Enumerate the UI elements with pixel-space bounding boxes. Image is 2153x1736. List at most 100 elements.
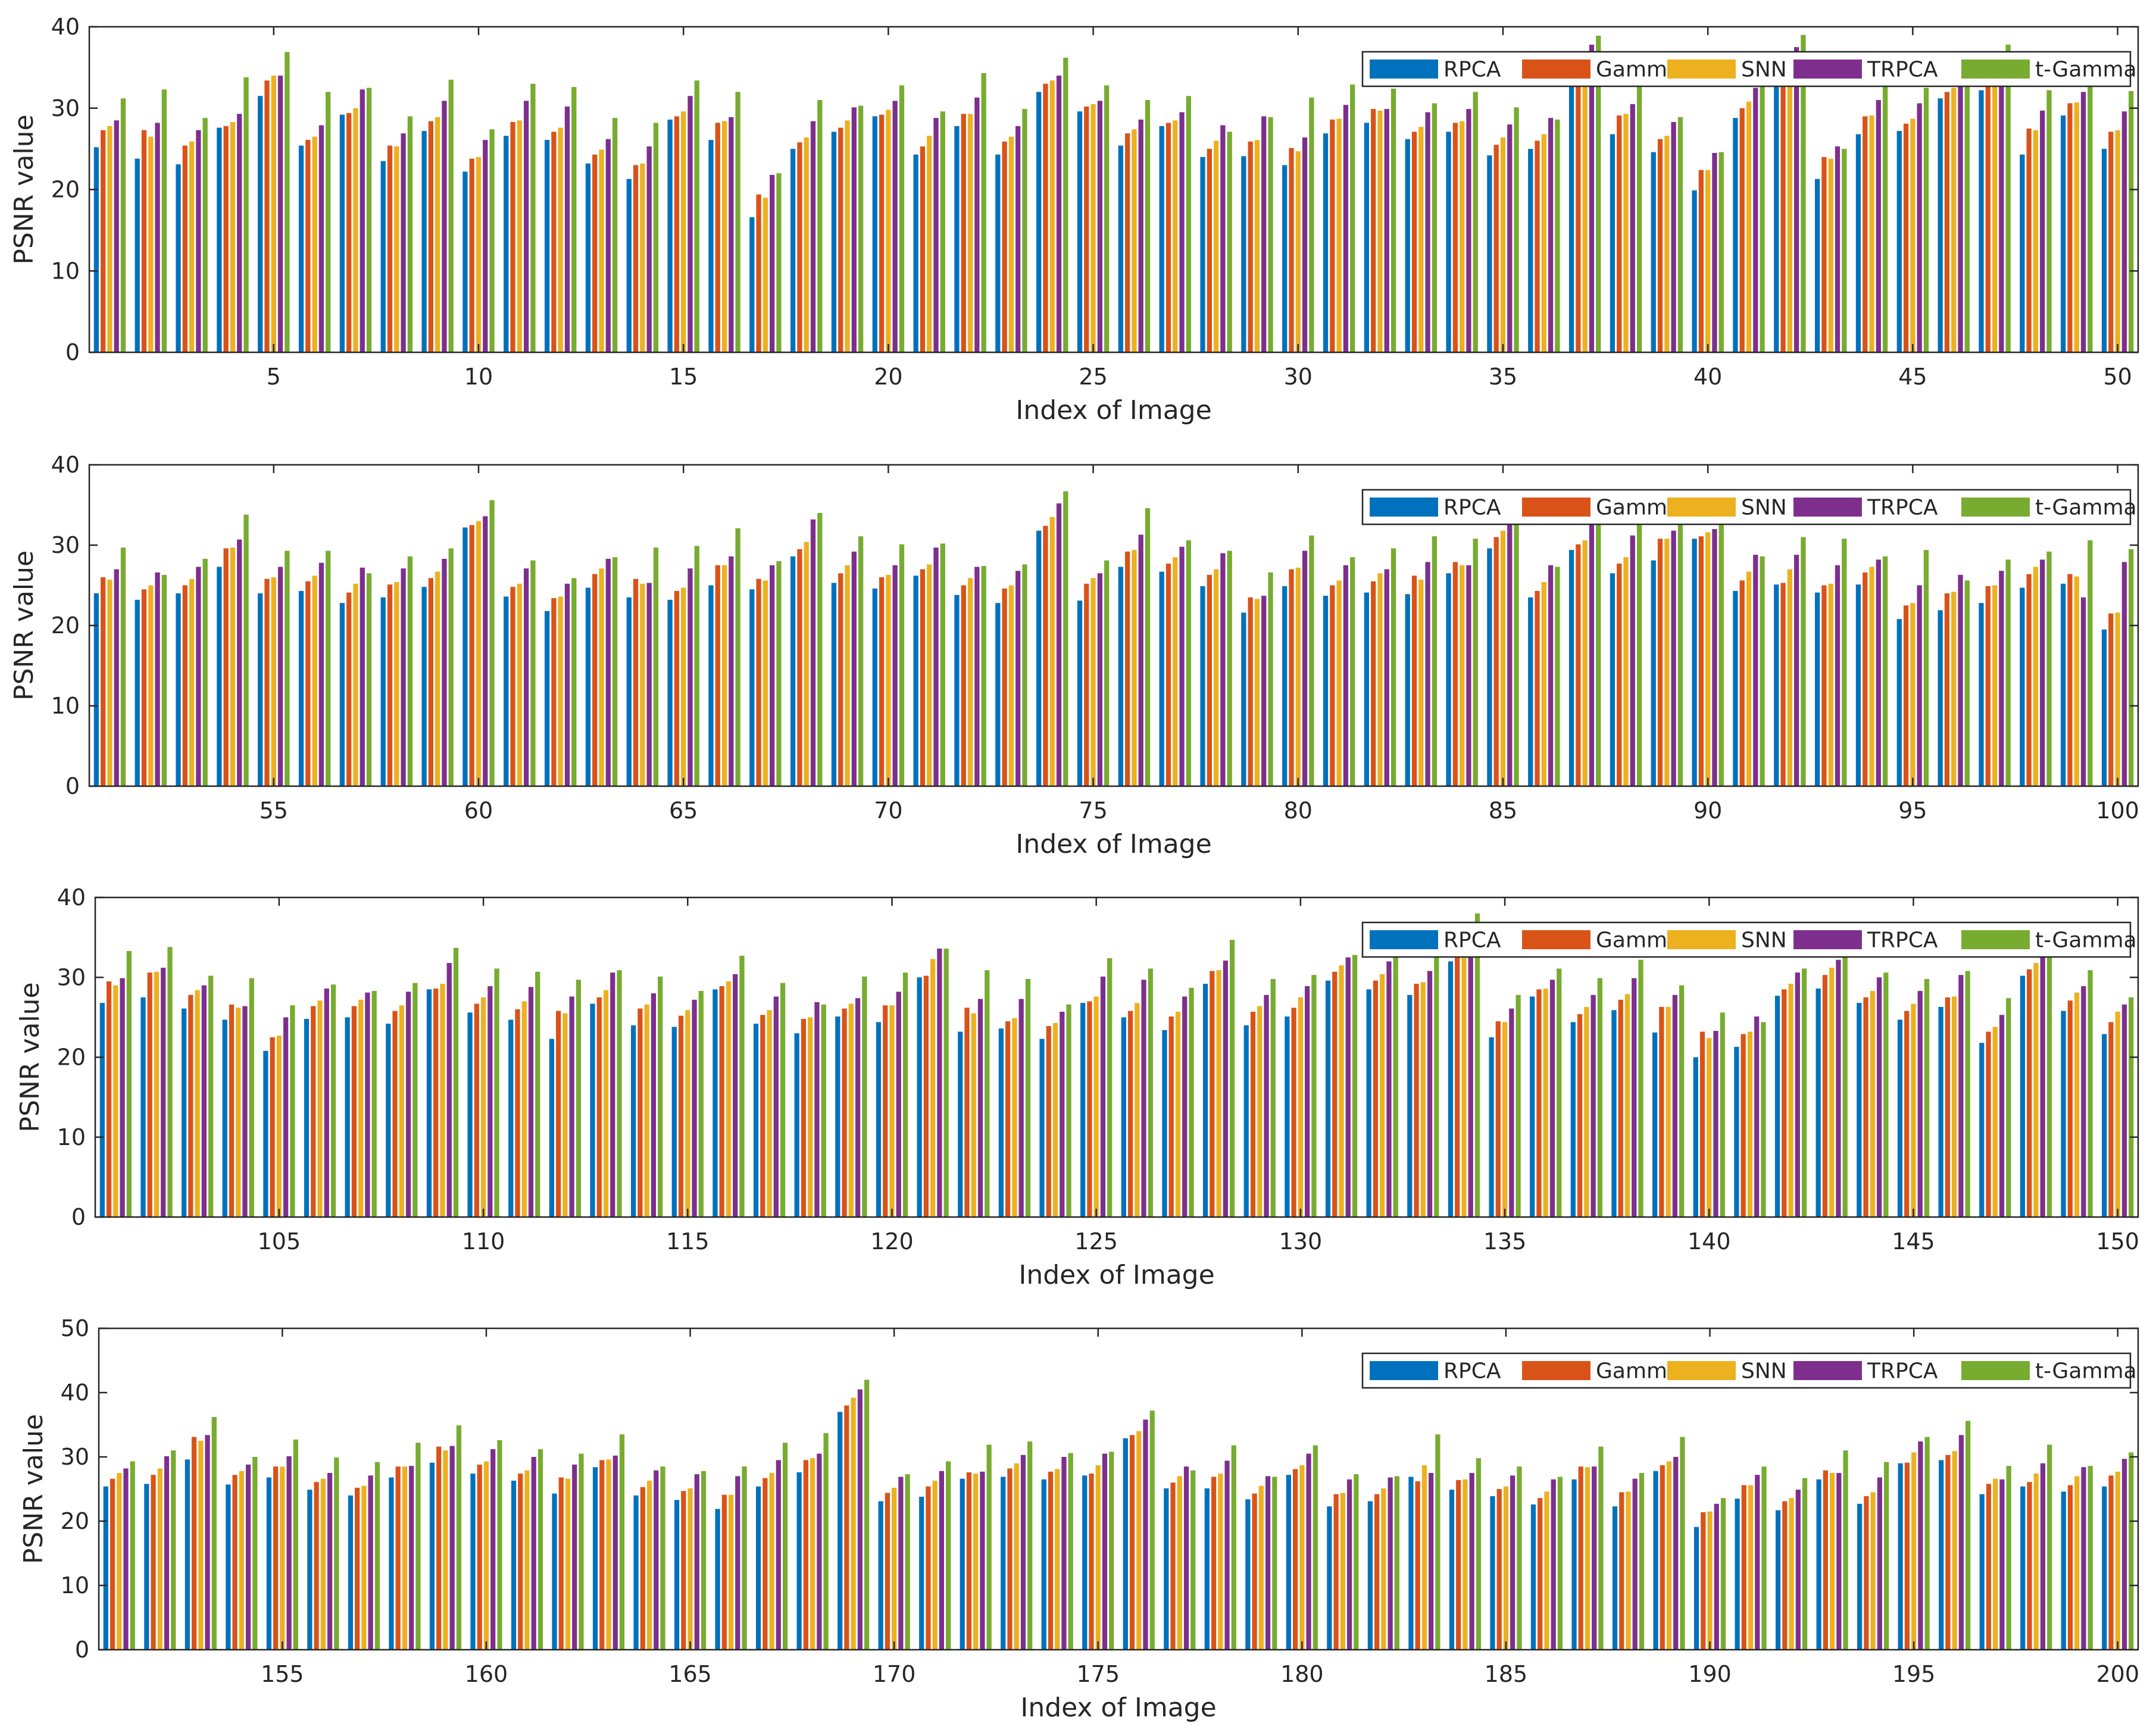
bar-Gamma-92	[1780, 583, 1786, 786]
bar-t-Gamma-27	[1186, 96, 1191, 353]
bar-Gamma-127	[1168, 1016, 1174, 1217]
y-tick-label: 40	[51, 452, 80, 478]
bar-t-Gamma-139	[1679, 985, 1685, 1217]
bar-Gamma-55	[264, 578, 270, 786]
bar-SNN-25	[1090, 104, 1096, 352]
bar-TRPCA-140	[1713, 1031, 1718, 1217]
bar-Gamma-57	[346, 592, 352, 786]
bar-SNN-59	[435, 571, 440, 786]
bar-Gamma-138	[1618, 999, 1623, 1217]
bar-t-Gamma-8	[407, 116, 413, 352]
bar-TRPCA-125	[1100, 976, 1106, 1217]
bar-RPCA-65	[667, 599, 673, 786]
bar-Gamma-102	[147, 972, 152, 1217]
bar-t-Gamma-68	[817, 513, 823, 786]
bar-Gamma-36	[1535, 140, 1540, 352]
bar-RPCA-21	[913, 154, 918, 352]
bar-TRPCA-175	[1102, 1453, 1108, 1650]
x-tick-label: 130	[1279, 1228, 1323, 1255]
bar-t-Gamma-3	[202, 118, 208, 352]
bar-RPCA-129	[1243, 1025, 1249, 1217]
bar-SNN-184	[1463, 1479, 1468, 1650]
bar-RPCA-115	[671, 1027, 677, 1217]
bar-RPCA-36	[1528, 149, 1533, 353]
bar-SNN-199	[2074, 1476, 2080, 1650]
bar-SNN-188	[1626, 1491, 1631, 1650]
bar-TRPCA-42	[1794, 47, 1799, 352]
bar-TRPCA-107	[365, 992, 370, 1217]
bar-SNN-95	[1910, 603, 1915, 786]
bar-Gamma-42	[1780, 65, 1786, 352]
bar-Gamma-190	[1701, 1512, 1706, 1650]
bar-TRPCA-135	[1509, 1008, 1514, 1217]
legend: RPCA Gamma SNN TRPCA t-Gamma	[1361, 51, 2137, 87]
bar-SNN-117	[767, 1010, 772, 1217]
bar-SNN-140	[1707, 1038, 1712, 1217]
bar-RPCA-8	[380, 161, 386, 352]
bar-TRPCA-76	[1138, 534, 1143, 786]
bar-SNN-185	[1503, 1486, 1509, 1650]
bar-TRPCA-177	[1183, 1466, 1189, 1650]
bar-Gamma-23	[1002, 141, 1007, 352]
bar-Gamma-178	[1211, 1477, 1217, 1650]
bar-Gamma-15	[674, 116, 680, 352]
bar-TRPCA-68	[810, 519, 816, 786]
bar-RPCA-154	[226, 1484, 231, 1650]
legend: RPCA Gamma SNN TRPCA t-Gamma	[1361, 489, 2137, 526]
bar-Gamma-75	[1084, 583, 1089, 786]
x-axis-label: Index of Image	[1020, 1693, 1216, 1723]
bar-RPCA-144	[1857, 1003, 1862, 1217]
bar-t-Gamma-133	[1434, 953, 1439, 1217]
bar-SNN-10	[476, 157, 482, 352]
bar-RPCA-167	[755, 1486, 761, 1650]
bar-SNN-198	[2033, 1474, 2039, 1650]
bar-Gamma-84	[1452, 562, 1458, 786]
bar-SNN-149	[2074, 992, 2080, 1217]
bar-t-Gamma-142	[1801, 968, 1807, 1217]
bar-SNN-54	[230, 548, 236, 786]
bar-TRPCA-153	[205, 1435, 210, 1650]
bar-TRPCA-93	[1835, 565, 1840, 786]
bar-TRPCA-71	[933, 548, 939, 786]
bar-SNN-73	[1008, 585, 1014, 786]
bar-TRPCA-37	[1589, 45, 1595, 353]
bar-t-Gamma-118	[821, 1004, 826, 1217]
bar-SNN-82	[1377, 573, 1383, 786]
bar-t-Gamma-126	[1148, 968, 1153, 1217]
bar-SNN-56	[312, 575, 317, 786]
bar-t-Gamma-5	[285, 52, 290, 352]
bar-Gamma-114	[638, 1008, 643, 1217]
bar-TRPCA-117	[773, 996, 779, 1217]
bar-RPCA-198	[2020, 1486, 2026, 1650]
bar-t-Gamma-124	[1066, 1004, 1071, 1217]
bar-Gamma-66	[715, 565, 720, 786]
bar-Gamma-22	[961, 114, 966, 352]
bar-t-Gamma-174	[1068, 1453, 1073, 1650]
bar-Gamma-2	[141, 130, 147, 353]
bar-RPCA-41	[1733, 118, 1738, 352]
bar-Gamma-149	[2067, 1000, 2073, 1217]
bar-RPCA-193	[1816, 1479, 1821, 1650]
bar-t-Gamma-168	[823, 1433, 829, 1650]
bar-Gamma-113	[596, 997, 602, 1217]
bar-Gamma-24	[1043, 83, 1048, 353]
bar-RPCA-172	[960, 1478, 965, 1650]
bar-t-Gamma-177	[1190, 1470, 1196, 1650]
bar-t-Gamma-188	[1639, 1473, 1645, 1650]
bar-RPCA-23	[995, 154, 1001, 352]
bar-SNN-94	[1869, 567, 1874, 786]
bar-TRPCA-130	[1305, 986, 1310, 1217]
y-tick-label: 10	[61, 1572, 89, 1599]
bar-TRPCA-151	[123, 1468, 129, 1650]
legend-label-TRPCA: TRPCA	[1867, 1359, 1938, 1384]
bar-SNN-20	[886, 110, 891, 353]
bar-TRPCA-55	[277, 567, 283, 786]
bar-Gamma-182	[1374, 1494, 1380, 1650]
bar-RPCA-28	[1200, 157, 1205, 352]
bar-Gamma-197	[1986, 1484, 1992, 1650]
bar-Gamma-139	[1659, 1006, 1664, 1217]
bar-Gamma-162	[558, 1477, 564, 1650]
bar-RPCA-183	[1408, 1477, 1414, 1650]
bar-TRPCA-114	[651, 993, 657, 1217]
bar-Gamma-4	[223, 126, 229, 352]
